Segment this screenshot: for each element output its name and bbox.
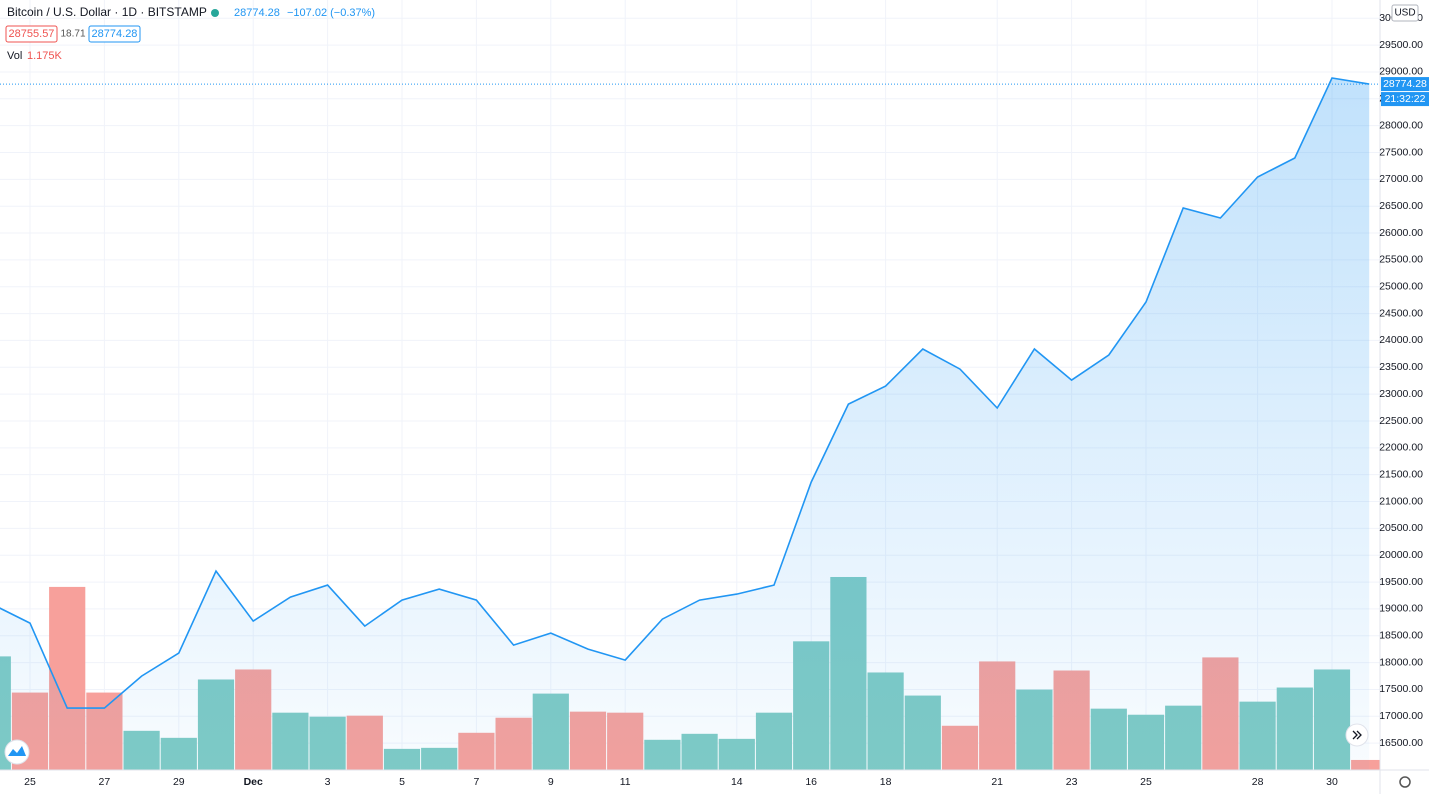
x-tick-label: 30: [1326, 776, 1338, 788]
y-tick-label: 23500.00: [1379, 361, 1423, 373]
y-tick-label: 21500.00: [1379, 468, 1423, 480]
spread: 18.71: [60, 29, 85, 40]
y-tick-label: 24000.00: [1379, 334, 1423, 346]
plot-area: [0, 77, 1380, 770]
legend: Bitcoin / U.S. Dollar · 1D · BITSTAMP 28…: [5, 5, 375, 62]
currency-badge[interactable]: [1391, 4, 1419, 22]
logo-button[interactable]: [4, 739, 30, 765]
y-tick-label: 27000.00: [1379, 173, 1423, 185]
y-tick-label: 20500.00: [1379, 522, 1423, 534]
y-tick-label: 17000.00: [1379, 710, 1423, 722]
scroll-icon: [1352, 730, 1362, 740]
y-tick-label: 23000.00: [1379, 388, 1423, 400]
x-tick-label: 14: [731, 776, 743, 788]
overlay: 28774.28 21:32:22: [0, 77, 1429, 107]
x-tick-label: 25: [1140, 776, 1152, 788]
ask-price: 28774.28: [92, 28, 138, 40]
y-tick-label: 28000.00: [1379, 119, 1423, 131]
x-tick-label: 9: [548, 776, 554, 788]
countdown-box: [1381, 92, 1429, 107]
x-tick-label: Dec: [244, 776, 263, 788]
y-tick-label: 16500.00: [1379, 737, 1423, 749]
y-tick-label: 20000.00: [1379, 549, 1423, 561]
y-tick-label: 17500.00: [1379, 683, 1423, 695]
logo-icon: [8, 746, 26, 756]
y-tick-label: 29000.00: [1379, 66, 1423, 78]
x-tick-label: 16: [805, 776, 817, 788]
countdown-label: 21:32:22: [1385, 93, 1426, 105]
x-tick-label: 29: [173, 776, 185, 788]
ask-box[interactable]: [88, 25, 141, 43]
x-tick-label: 3: [325, 776, 331, 788]
x-tick-label: 18: [880, 776, 892, 788]
y-tick-label: 25500.00: [1379, 254, 1423, 266]
y-tick-label: 22000.00: [1379, 442, 1423, 454]
y-tick-label: 26000.00: [1379, 227, 1423, 239]
chart-title: Bitcoin / U.S. Dollar · 1D · BITSTAMP: [7, 5, 207, 19]
last-price-label: 28774.28: [1383, 78, 1427, 90]
y-tick-label: 21000.00: [1379, 495, 1423, 507]
last-price-box: [1381, 77, 1429, 92]
x-tick-label: 5: [399, 776, 405, 788]
x-tick-label: 7: [473, 776, 479, 788]
y-tick-label: 18000.00: [1379, 656, 1423, 668]
status-dot: [211, 9, 219, 17]
y-tick-label: 24500.00: [1379, 307, 1423, 319]
x-tick-label: 27: [99, 776, 111, 788]
currency: USD: [1394, 8, 1415, 19]
price-line: [0, 77, 1370, 709]
x-tick-label: 23: [1066, 776, 1078, 788]
x-tick-label: 28: [1252, 776, 1264, 788]
x-tick-label: 21: [991, 776, 1003, 788]
y-tick-label: 25000.00: [1379, 281, 1423, 293]
settings-button[interactable]: [1399, 776, 1411, 788]
x-tick-label: 25: [24, 776, 36, 788]
x-tick-label: 11: [620, 776, 631, 788]
price-area: [0, 78, 1370, 770]
bid-box[interactable]: [5, 25, 58, 43]
volume-value: 1.175K: [27, 50, 63, 62]
y-tick-label: 29500.00: [1379, 39, 1423, 51]
last-price: 28774.28: [234, 7, 280, 19]
price-change: −107.02 (−0.37%): [287, 7, 375, 19]
y-tick-label: 22500.00: [1379, 415, 1423, 427]
y-tick-label: 27500.00: [1379, 146, 1423, 158]
volume-title: Vol: [7, 50, 22, 62]
y-tick-label: 18500.00: [1379, 630, 1423, 642]
bid-price: 28755.57: [9, 28, 55, 40]
y-tick-label: 19500.00: [1379, 576, 1423, 588]
y-tick-label: 26500.00: [1379, 200, 1423, 212]
y-tick-label: 19000.00: [1379, 603, 1423, 615]
